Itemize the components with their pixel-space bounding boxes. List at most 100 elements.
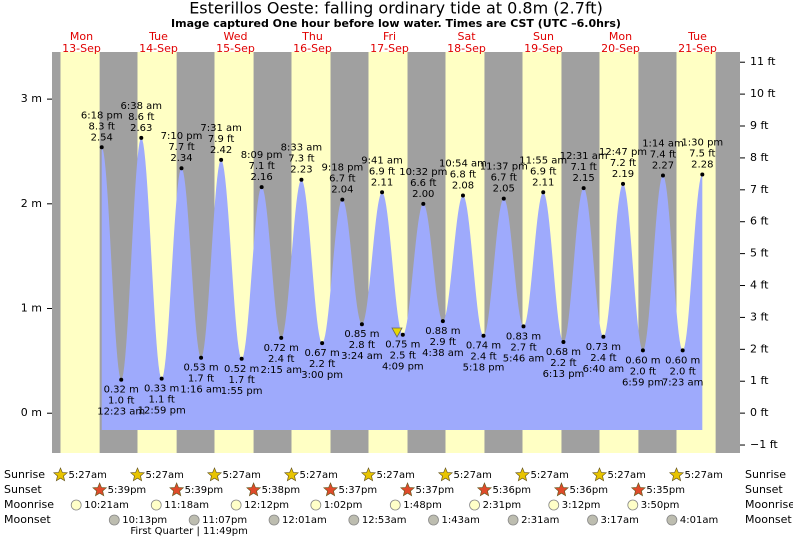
day-date: 13-Sep xyxy=(62,42,101,55)
tide-time: 6:40 am xyxy=(583,364,625,375)
high-tide-point xyxy=(219,157,224,162)
sunrise-time: 5:27am xyxy=(68,470,106,481)
tide-m: 2.16 xyxy=(251,172,273,183)
tide-m: 0.60 m xyxy=(665,355,700,366)
tide-m: 0.32 m xyxy=(104,385,139,396)
moonrise-icon xyxy=(548,499,560,511)
moonset-icon xyxy=(188,514,200,526)
y2-tick-label: 6 ft xyxy=(750,215,769,228)
moonrise-time: 1:02pm xyxy=(324,500,363,511)
sunrise-icon xyxy=(668,467,685,482)
low-tide-point xyxy=(440,319,445,324)
tide-m: 2.11 xyxy=(532,177,554,188)
tide-time: 1:55 pm xyxy=(221,386,263,397)
low-tide-point xyxy=(601,334,606,339)
moonrise-time: 10:21am xyxy=(84,500,129,511)
y2-tick-label: 10 ft xyxy=(750,87,776,100)
tide-m: 0.74 m xyxy=(466,341,501,352)
moonset-icon xyxy=(666,514,678,526)
moonrise-time: 12:12pm xyxy=(244,500,289,511)
tide-ft: 6.8 ft xyxy=(450,169,476,180)
moonset-icon xyxy=(268,514,280,526)
moonrise-time: 1:48pm xyxy=(403,500,442,511)
day-date: 15-Sep xyxy=(216,42,255,55)
tide-ft: 7.9 ft xyxy=(208,134,234,145)
high-tide-point xyxy=(621,181,626,186)
day-weekday: Mon xyxy=(609,30,632,43)
tide-ft: 2.8 ft xyxy=(349,340,375,351)
tide-ft: 8.6 ft xyxy=(128,112,154,123)
sunset-time: 5:36pm xyxy=(492,485,531,496)
moonset-icon xyxy=(587,514,598,526)
tide-m: 2.28 xyxy=(691,159,713,170)
tide-ft: 6.7 ft xyxy=(491,173,517,184)
tide-m: 2.11 xyxy=(371,177,393,188)
row-label: Moonset xyxy=(745,513,792,526)
tide-ft: 1.1 ft xyxy=(148,395,174,406)
tide-m: 0.83 m xyxy=(506,331,541,342)
day-weekday: Tue xyxy=(687,30,707,43)
tide-ft: 7.7 ft xyxy=(168,142,194,153)
moonset-icon xyxy=(348,514,360,526)
tide-ft: 6.6 ft xyxy=(410,178,436,189)
tide-m: 0.53 m xyxy=(183,363,218,374)
moonrise-time: 3:50pm xyxy=(641,500,680,511)
day-date: 21-Sep xyxy=(678,42,717,55)
tide-ft: 1.0 ft xyxy=(108,396,134,407)
sunset-icon xyxy=(322,482,339,497)
tide-time: 6:38 am xyxy=(121,101,163,112)
tide-m: 0.67 m xyxy=(305,348,340,359)
sunrise-icon xyxy=(283,467,300,482)
row-label: Moonset xyxy=(4,513,51,526)
high-tide-point xyxy=(259,185,264,190)
low-tide-point xyxy=(199,355,204,360)
tide-area xyxy=(101,137,703,430)
low-tide-point xyxy=(561,340,566,345)
sunrise-time: 5:27am xyxy=(453,470,491,481)
tide-time: 1:30 pm xyxy=(681,137,723,148)
sunset-time: 5:38pm xyxy=(262,485,301,496)
sunrise-icon xyxy=(129,467,146,482)
tide-time: 3:24 am xyxy=(341,351,383,362)
moonset-icon xyxy=(507,514,519,526)
low-tide-point xyxy=(400,332,405,337)
day-weekday: Fri xyxy=(383,30,396,43)
sunset-time: 5:36pm xyxy=(569,485,608,496)
tide-time: 4:09 pm xyxy=(382,362,424,373)
high-tide-point xyxy=(660,173,665,178)
high-tide-point xyxy=(340,197,345,202)
sunrise-icon xyxy=(591,467,608,482)
moonset-icon xyxy=(108,514,120,526)
moonrise-time: 3:12pm xyxy=(562,500,601,511)
day-weekday: Thu xyxy=(301,30,323,43)
high-tide-point xyxy=(421,201,426,206)
day-date: 17-Sep xyxy=(370,42,409,55)
tide-ft: 7.2 ft xyxy=(610,158,636,169)
moonset-icon xyxy=(428,514,439,526)
sunrise-icon xyxy=(360,467,377,482)
y2-tick-label: 4 ft xyxy=(750,279,769,292)
tide-time: 12:31 am xyxy=(560,151,608,162)
moonrise-icon xyxy=(310,499,322,511)
moonrise-icon xyxy=(389,499,401,511)
day-weekday: Sat xyxy=(457,30,476,43)
y2-tick-label: 11 ft xyxy=(750,55,776,68)
tide-ft: 7.1 ft xyxy=(248,161,274,172)
moonrise-time: 11:18am xyxy=(164,500,209,511)
tide-time: 6:18 pm xyxy=(81,110,123,121)
y-tick-label: 2 m xyxy=(21,197,42,210)
sunrise-icon xyxy=(514,467,531,482)
low-tide-point xyxy=(680,348,685,353)
high-tide-point xyxy=(299,177,304,182)
tide-time: 7:23 am xyxy=(662,377,704,388)
plot-background xyxy=(52,52,740,453)
tide-ft: 2.4 ft xyxy=(470,352,496,363)
sunrise-time: 5:27am xyxy=(607,470,645,481)
tide-ft: 2.9 ft xyxy=(430,337,456,348)
moonset-time: 10:13pm xyxy=(122,515,167,526)
sunset-time: 5:35pm xyxy=(646,485,685,496)
high-tide-point xyxy=(380,190,385,195)
sunset-icon xyxy=(169,482,185,497)
